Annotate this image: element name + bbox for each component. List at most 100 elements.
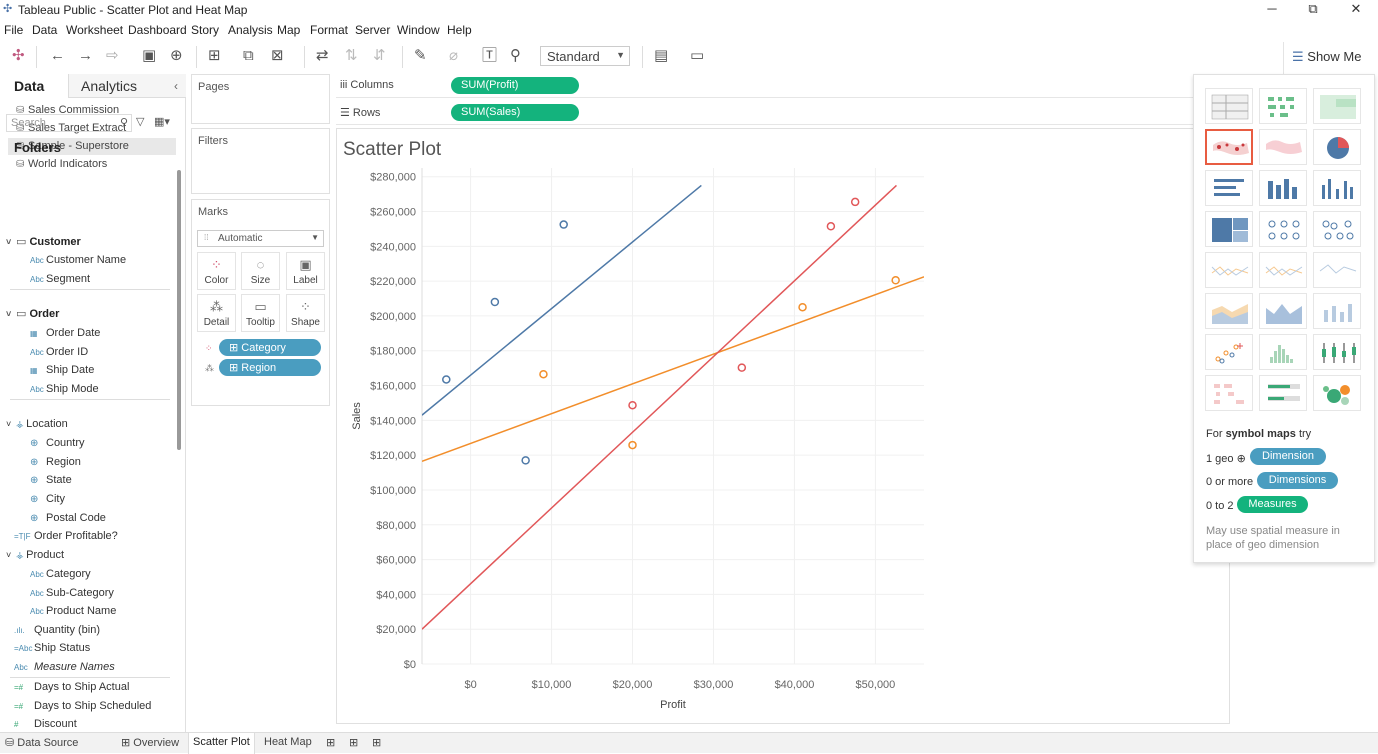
filter-icon[interactable]: ▽ [136,116,145,128]
chart-type-discrete-lines[interactable] [1259,252,1307,288]
search-input[interactable]: Search [6,114,132,132]
field-order-id[interactable]: Abc Order ID [30,346,89,358]
region-detail-pill[interactable]: ⊞ Region [219,359,321,376]
data-pane-scrollbar[interactable] [177,170,181,450]
field-segment[interactable]: Abc Segment [30,273,91,285]
new-dashboard-icon[interactable]: ⊞ [349,737,359,749]
filters-card[interactable]: Filters [191,128,330,194]
menu-map[interactable]: Map [277,23,301,37]
field-days-to-ship-scheduled[interactable]: =# Days to Ship Scheduled [14,700,152,712]
swap-icon[interactable]: ⇄ [316,47,329,64]
sum-sales-pill[interactable]: SUM(Sales) [451,104,579,121]
menu-data[interactable]: Data [32,23,58,37]
chart-type-pie[interactable] [1313,129,1361,165]
data-source-item-selected[interactable]: ⛁ Sample - Superstore [8,138,176,155]
chart-type-symbol-map[interactable] [1205,129,1253,165]
chart-type-packed-bubbles[interactable] [1313,375,1361,411]
field-ship-date[interactable]: ▦ Ship Date [30,364,95,376]
data-source-item[interactable]: ⛁ World Indicators [16,158,108,170]
restore-button[interactable]: ⧉ [1308,1,1318,16]
menu-window[interactable]: Window [397,23,440,37]
sort-ascending-icon[interactable]: ⇅ [345,47,358,64]
view-options-icon[interactable]: ▦▾ [154,116,170,128]
menu-server[interactable]: Server [355,23,391,37]
tooltip-button[interactable]: ▭ Tooltip [241,294,280,332]
save-icon[interactable]: ▣ [142,47,157,64]
detail-button[interactable]: ⁂ Detail [197,294,236,332]
chart-type-gantt[interactable] [1205,375,1253,411]
field-product-name[interactable]: Abc Product Name [30,605,117,617]
mark-type-select[interactable]: ⁞⁞ Automatic ▼ [197,230,324,247]
presentation-icon[interactable]: ▭ [690,47,705,64]
field-quantity-bin[interactable]: .ılı. Quantity (bin) [14,624,101,636]
chart-type-dual-combination[interactable] [1313,293,1361,329]
new-worksheet-icon[interactable]: ⊞ [208,47,221,64]
menu-help[interactable]: Help [447,23,472,37]
sort-descending-icon[interactable]: ⇵ [373,47,386,64]
tab-overview[interactable]: ⊞ Overview [121,737,180,749]
chart-type-text-table[interactable] [1205,88,1253,124]
field-country[interactable]: ⊕ Country [30,437,85,449]
chart-type-histogram[interactable] [1259,334,1307,370]
chart-type-circle-views[interactable] [1259,211,1307,247]
sum-profit-pill[interactable]: SUM(Profit) [451,77,579,94]
duplicate-sheet-icon[interactable]: ⧉ [243,47,254,64]
chart-type-treemap[interactable] [1205,211,1253,247]
pages-card[interactable]: Pages [191,74,330,124]
field-state[interactable]: ⊕ State [30,474,72,486]
tab-heat-map[interactable]: Heat Map [264,736,312,748]
close-button[interactable]: ✕ [1350,1,1362,16]
label-button[interactable]: ▣ Label [286,252,325,290]
redo-icon[interactable]: → [78,47,93,64]
columns-shelf[interactable]: iii Columns [336,74,1194,98]
pin-icon[interactable]: ⚲ [510,47,521,64]
field-sub-category[interactable]: Abc Sub-Category [30,587,114,599]
chart-type-horizontal-bars[interactable] [1205,170,1253,206]
scatter-chart[interactable]: $0 $10,000 $20,000 $30,000 $40,000 $50,000 $0 $… [336,160,936,720]
size-button[interactable]: ◌ Size [241,252,280,290]
chart-type-filled-map[interactable] [1259,129,1307,165]
show-labels-icon[interactable]: 🅃 [482,47,498,64]
new-data-source-icon[interactable]: ⊕ [170,47,183,64]
field-ship-status[interactable]: =Abc Ship Status [14,642,91,654]
collapse-pane-icon[interactable]: ‹ [174,79,178,93]
field-region[interactable]: ⊕ Region [30,456,81,468]
chart-type-stacked-bars[interactable] [1259,170,1307,206]
category-color-pill[interactable]: ⊞ Category [219,339,321,356]
field-customer-name[interactable]: Abc Customer Name [30,254,127,266]
chart-type-area-discrete[interactable] [1259,293,1307,329]
group-customer[interactable]: ˅ ▭ Customer [6,236,81,248]
rows-shelf[interactable]: ☰ Rows [336,101,1194,125]
field-city[interactable]: ⊕ City [30,493,65,505]
show-me-button[interactable]: ☰ Show Me [1283,42,1373,74]
group-location[interactable]: ˅ ⚶ Location [6,418,68,430]
menu-dashboard[interactable]: Dashboard [128,23,187,37]
menu-format[interactable]: Format [310,23,349,37]
color-button[interactable]: ⁘ Color [197,252,236,290]
shape-button[interactable]: ⁘ Shape [286,294,325,332]
group-product[interactable]: ˅ ⚶ Product [6,549,65,561]
fit-select[interactable]: Standard ▼ [540,46,630,66]
group-icon[interactable]: ⌀ [449,47,459,64]
chart-type-bullet-graph[interactable] [1259,375,1307,411]
clear-sheet-icon[interactable]: ⊠ [271,47,284,64]
field-order-date[interactable]: ▦ Order Date [30,327,101,339]
undo-icon[interactable]: ← [50,47,65,64]
highlight-icon[interactable]: ✎ [414,47,427,64]
field-days-to-ship-actual[interactable]: =# Days to Ship Actual [14,681,130,693]
menu-analysis[interactable]: Analysis [228,23,273,37]
menu-worksheet[interactable]: Worksheet [66,23,124,37]
tab-data[interactable]: Data [0,74,68,98]
chart-type-area-continuous[interactable] [1205,293,1253,329]
chart-type-dual-lines[interactable] [1313,252,1361,288]
field-category[interactable]: Abc Category [30,568,91,580]
tableau-home-icon[interactable]: ✣ [12,47,25,64]
tab-scatter-plot[interactable]: Scatter Plot [188,733,255,754]
chart-type-heat-map[interactable] [1259,88,1307,124]
tab-data-source[interactable]: ⛁ Data Source [5,737,79,749]
new-story-icon[interactable]: ⊞ [372,737,382,749]
chart-type-side-by-side-bars[interactable] [1313,170,1361,206]
chart-type-box-whisker[interactable] [1313,334,1361,370]
data-source-item[interactable]: ⛁ Sales Commission [16,104,120,116]
tab-analytics[interactable]: Analytics [68,74,186,98]
